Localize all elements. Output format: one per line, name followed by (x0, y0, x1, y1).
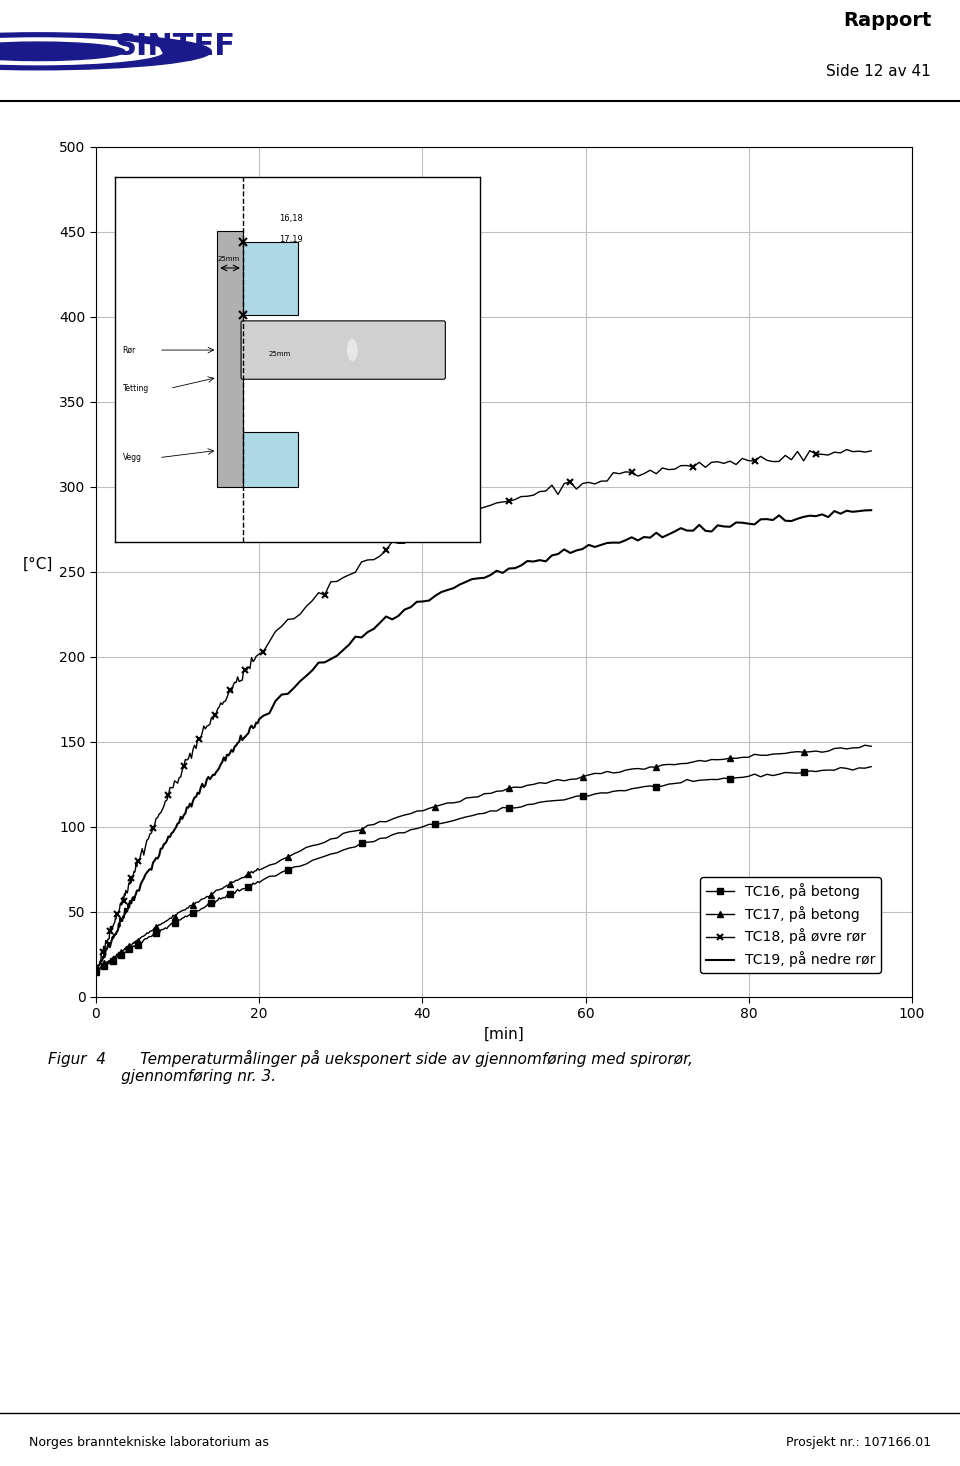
TC18, på øvre rør (98, 938, 109, 956)
Line: TC17, på betong: TC17, på betong (93, 742, 874, 975)
TC16, på betong (866, 758, 877, 776)
Text: Norges branntekniske laboratorium as: Norges branntekniske laboratorium as (29, 1437, 269, 1448)
Legend: TC16, på betong, TC17, på betong, TC18, på øvre rør, TC19, på nedre rør: TC16, på betong, TC17, på betong, TC18, … (700, 877, 880, 973)
TC18, på øvre rør (102, 931, 113, 949)
Circle shape (0, 38, 163, 65)
Text: SINTEF: SINTEF (115, 32, 236, 60)
TC19, på nedre rør (166, 824, 178, 841)
Text: 16,18: 16,18 (279, 214, 303, 223)
TC16, på betong (91, 962, 103, 979)
Text: 25mm: 25mm (268, 350, 291, 356)
TC16, på betong (90, 962, 102, 979)
FancyBboxPatch shape (241, 321, 445, 380)
TC19, på nedre rør (98, 949, 109, 966)
TC17, på betong (90, 963, 102, 981)
Bar (217, 232, 243, 487)
TC16, på betong (166, 915, 178, 932)
TC19, på nedre rør (866, 501, 877, 519)
Text: Side 12 av 41: Side 12 av 41 (827, 65, 931, 79)
Line: TC16, på betong: TC16, på betong (93, 764, 874, 973)
Text: Figur  4       Temperaturmålinger på ueksponert side av gjennomføring med spiror: Figur 4 Temperaturmålinger på ueksponert… (48, 1050, 693, 1083)
TC17, på betong (102, 953, 113, 970)
TC18, på øvre rør (374, 547, 386, 564)
Line: TC19, på nedre rør: TC19, på nedre rør (96, 510, 872, 973)
TC17, på betong (859, 736, 871, 754)
Text: Rapport: Rapport (843, 12, 931, 29)
Line: TC18, på øvre rør: TC18, på øvre rør (92, 446, 875, 975)
TC18, på øvre rør (166, 778, 178, 796)
TC17, på betong (164, 909, 176, 927)
TC19, på nedre rør (91, 965, 103, 982)
Text: Rør: Rør (123, 346, 135, 355)
TC18, på øvre rør (117, 888, 129, 906)
TC19, på nedre rør (90, 962, 102, 979)
Bar (243, 432, 298, 487)
X-axis label: [min]: [min] (484, 1026, 524, 1042)
Ellipse shape (347, 339, 358, 361)
Text: Tetting: Tetting (123, 384, 149, 393)
TC16, på betong (98, 957, 109, 975)
TC17, på betong (116, 943, 128, 960)
Circle shape (0, 43, 125, 60)
Bar (243, 242, 298, 315)
Y-axis label: [°C]: [°C] (23, 557, 54, 572)
TC16, på betong (767, 767, 779, 784)
TC17, på betong (97, 959, 108, 976)
TC18, på øvre rør (841, 441, 852, 459)
TC19, på nedre rør (102, 937, 113, 954)
TC17, på betong (761, 746, 773, 764)
Text: Vegg: Vegg (123, 453, 141, 462)
TC19, på nedre rør (117, 907, 129, 925)
TC18, på øvre rør (866, 443, 877, 460)
TC19, på nedre rør (767, 512, 779, 529)
TC18, på øvre rør (91, 963, 103, 981)
TC18, på øvre rør (767, 453, 779, 471)
Circle shape (0, 32, 211, 70)
TC17, på betong (368, 815, 379, 833)
TC17, på betong (866, 737, 877, 755)
TC18, på øvre rør (90, 963, 102, 981)
Text: 17,19: 17,19 (279, 236, 303, 245)
TC16, på betong (374, 830, 386, 847)
Text: Prosjekt nr.: 107166.01: Prosjekt nr.: 107166.01 (786, 1437, 931, 1448)
TC19, på nedre rør (374, 614, 386, 632)
TC16, på betong (102, 954, 113, 972)
TC16, på betong (117, 944, 129, 962)
Text: 25mm: 25mm (217, 255, 239, 261)
